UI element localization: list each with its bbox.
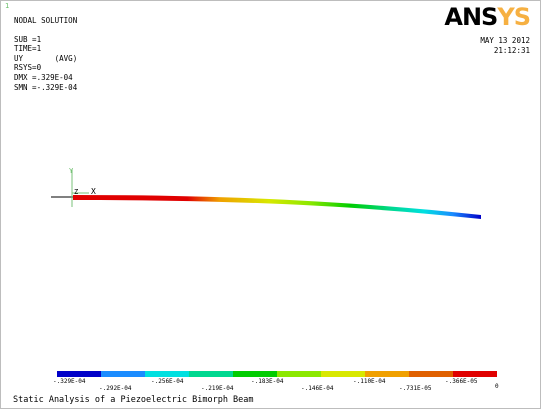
legend-label: -.731E-05 — [399, 385, 432, 392]
legend-color-band — [321, 371, 365, 377]
triad-y-label: Y — [69, 167, 74, 175]
legend-label: -.219E-04 — [201, 385, 234, 392]
legend-color-band — [189, 371, 233, 377]
info-line-uy: UY (AVG) — [14, 53, 78, 63]
legend-color-band — [365, 371, 409, 377]
legend-label: 0 — [495, 383, 499, 390]
info-line-rsys: RSYS=0 — [14, 63, 42, 73]
ansys-logo: ANSYS — [444, 3, 531, 31]
legend-label: -.329E-04 — [53, 378, 86, 385]
plot-caption: Static Analysis of a Piezoelectric Bimor… — [13, 395, 254, 405]
solution-info: NODAL SOLUTION SUB =1 TIME=1 UY (AVG) RS… — [14, 16, 77, 92]
legend-label: -.183E-04 — [251, 378, 284, 385]
legend-color-band — [409, 371, 453, 377]
legend-color-band — [453, 371, 497, 377]
legend-color-band — [233, 371, 277, 377]
legend-label: -.366E-05 — [445, 378, 478, 385]
legend-color-band — [101, 371, 145, 377]
info-line-time: TIME=1 — [14, 44, 42, 54]
legend-color-band — [57, 371, 101, 377]
legend-label: -.110E-04 — [353, 378, 386, 385]
date-text: MAY 13 2012 — [480, 36, 530, 45]
info-line-smn: SMN =-.329E-04 — [14, 82, 78, 92]
date-time: MAY 13 2012 21:12:31 — [480, 36, 530, 55]
info-line-dmx: DMX =.329E-04 — [14, 72, 73, 82]
solution-title: NODAL SOLUTION — [14, 16, 78, 25]
legend-label: -.146E-04 — [301, 385, 334, 392]
beam-shape — [73, 195, 481, 219]
legend-label: -.292E-04 — [99, 385, 132, 392]
legend-label: -.256E-04 — [151, 378, 184, 385]
triad-z-label: Z — [74, 188, 78, 196]
time-text: 21:12:31 — [493, 45, 530, 55]
legend-color-band — [277, 371, 321, 377]
info-line-sub: SUB =1 — [14, 34, 42, 44]
contour-legend-bar — [57, 371, 497, 377]
legend-color-band — [145, 371, 189, 377]
window-number: 1 — [5, 2, 10, 10]
triad-x-label: X — [91, 187, 96, 196]
